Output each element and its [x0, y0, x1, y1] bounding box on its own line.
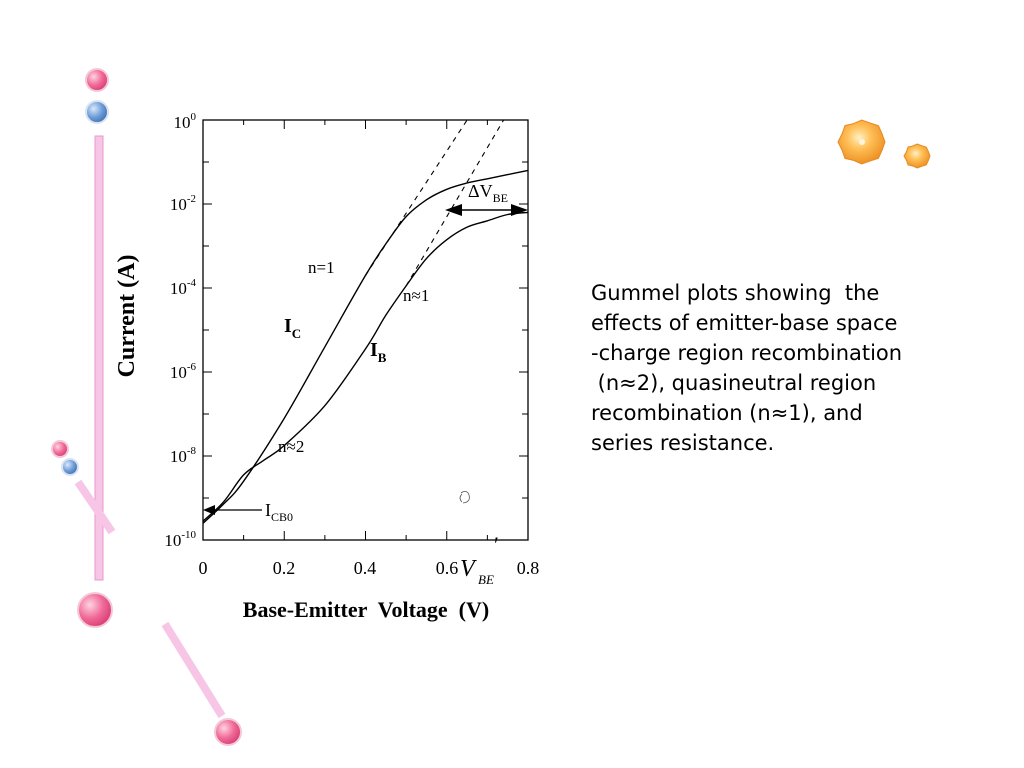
- label-ic: IC: [284, 315, 301, 341]
- caption-line: effects of emitter-base space: [591, 311, 898, 335]
- y-tick-label-1e-2: 10-2: [170, 193, 196, 214]
- svg-text:′: ′: [494, 532, 499, 557]
- caption-line: Gummel plots showing the: [591, 281, 880, 305]
- svg-text:V: V: [460, 556, 477, 582]
- caption-line: -charge region recombination: [591, 341, 903, 365]
- x-tick-label-0.6: 0.6: [436, 558, 459, 578]
- label-n2: n≈2: [278, 437, 304, 456]
- bead-pink-mid: [51, 440, 69, 458]
- x-tick-label-0.2: 0.2: [273, 558, 296, 578]
- y-axis-label: Current (A): [114, 255, 140, 378]
- ib-curve: [202, 211, 529, 522]
- x-axis-label: Base-Emitter Voltage (V): [243, 597, 489, 622]
- y-tick-label-1e-10: 10-10: [164, 529, 196, 550]
- y-tick-label-1e0: 100: [174, 111, 197, 132]
- delta-vbe-arrowhead-right: [511, 204, 528, 216]
- label-n1-ic: n=1: [308, 258, 335, 277]
- caption-line: recombination (n≈1), and: [591, 401, 863, 425]
- diagonal-rod-small: [74, 479, 116, 535]
- sun-icon-large-core: [859, 139, 865, 145]
- caption-line: (n≈2), quasineutral region: [591, 371, 877, 395]
- label-icbo: ICB0: [265, 500, 293, 524]
- diagonal-rod-large: [161, 621, 226, 719]
- bead-pink-top: [85, 68, 109, 92]
- x-tick-label-0.4: 0.4: [354, 558, 377, 578]
- y-axis-ticks: [203, 119, 528, 541]
- bead-pink-bottom: [214, 718, 242, 746]
- y-tick-label-1e-8: 10-8: [170, 445, 197, 466]
- y-tick-label-1e-4: 10-4: [170, 277, 197, 298]
- y-tick-label-1e-6: 10-6: [170, 361, 197, 382]
- label-delta-vbe: ΔVBE: [468, 181, 508, 205]
- delta-vbe-arrowhead-left: [445, 204, 462, 216]
- x-tick-label-0.8: 0.8: [517, 558, 540, 578]
- icbo-arrowhead: [203, 505, 215, 515]
- sun-icon-small: [903, 143, 931, 169]
- bead-blue-top: [85, 100, 109, 124]
- x-tick-label-0: 0: [199, 558, 208, 578]
- ic-curve: [202, 169, 529, 524]
- bead-pink-large: [77, 592, 113, 628]
- handwritten-vbe-note: V BE ′: [460, 532, 499, 587]
- left-vertical-rod: [94, 135, 104, 581]
- label-n1-ib: n≈1: [403, 286, 429, 305]
- svg-text:BE: BE: [478, 572, 494, 587]
- label-ib: IB: [370, 339, 387, 365]
- ib-ideal-asymptote: [405, 119, 505, 287]
- bead-blue-mid: [61, 458, 79, 476]
- caption-text: Gummel plots showing the effects of emit…: [591, 278, 991, 458]
- x-axis-ticks: [202, 120, 529, 540]
- caption-line: series resistance.: [591, 431, 775, 455]
- scan-speck: [459, 491, 470, 504]
- gummel-plot: 10-10 10-8 10-6 10-4 10-2 100 0 0.2 0.4 …: [114, 111, 540, 622]
